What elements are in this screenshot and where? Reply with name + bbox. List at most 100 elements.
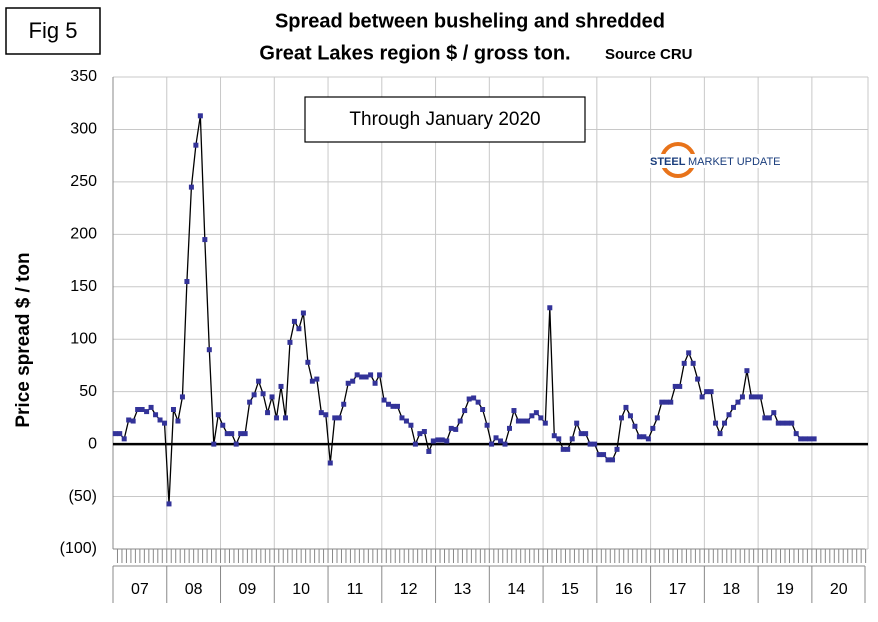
y-tick-label: 200	[70, 226, 97, 243]
point	[287, 339, 293, 345]
point	[162, 420, 168, 426]
point	[139, 406, 145, 412]
point	[444, 438, 450, 444]
point	[135, 406, 141, 412]
point	[780, 420, 786, 426]
point	[592, 441, 598, 447]
point	[291, 318, 297, 324]
point	[184, 279, 190, 285]
point	[341, 401, 347, 407]
point	[565, 446, 571, 452]
point	[744, 368, 750, 374]
point	[408, 422, 414, 428]
point	[345, 380, 351, 386]
point	[381, 397, 387, 403]
point	[220, 422, 226, 428]
point	[188, 184, 194, 190]
point	[668, 399, 674, 405]
point	[726, 412, 732, 418]
point	[605, 457, 611, 463]
point	[762, 415, 768, 421]
point	[730, 404, 736, 410]
point	[515, 418, 521, 424]
x-group-label: 08	[185, 581, 203, 598]
x-group-label: 12	[400, 581, 418, 598]
point	[457, 418, 463, 424]
point	[193, 142, 199, 148]
point	[269, 394, 275, 400]
y-tick-label: 350	[70, 68, 97, 85]
point	[130, 418, 136, 424]
point	[766, 415, 772, 421]
fig-label: Fig 5	[29, 18, 78, 43]
point	[350, 378, 356, 384]
point	[233, 441, 239, 447]
point	[430, 438, 436, 444]
point	[462, 408, 468, 414]
point	[354, 372, 360, 378]
point	[448, 425, 454, 431]
point	[601, 452, 607, 458]
point	[802, 436, 808, 442]
point	[506, 425, 512, 431]
point	[309, 378, 315, 384]
point	[807, 436, 813, 442]
point	[363, 374, 369, 380]
point	[704, 389, 710, 395]
point	[296, 326, 302, 332]
point	[274, 415, 280, 421]
point	[659, 399, 665, 405]
point	[493, 435, 499, 441]
point	[412, 441, 418, 447]
point	[632, 423, 638, 429]
point	[318, 410, 324, 416]
point	[484, 422, 490, 428]
point	[681, 360, 687, 366]
point	[386, 401, 392, 407]
point	[421, 429, 427, 435]
point	[153, 412, 159, 418]
point	[583, 431, 589, 437]
x-group-label: 14	[507, 581, 525, 598]
point	[538, 415, 544, 421]
fig-box	[5, 7, 101, 55]
point	[610, 457, 616, 463]
point	[278, 383, 284, 389]
x-group-label: 16	[615, 581, 633, 598]
point	[175, 418, 181, 424]
point	[112, 431, 118, 437]
y-tick-label: 250	[70, 173, 97, 190]
point	[511, 408, 517, 414]
point	[798, 436, 804, 442]
point	[260, 391, 266, 397]
x-group-label: 20	[830, 581, 848, 598]
point	[686, 350, 692, 356]
x-group-label: 18	[722, 581, 740, 598]
annotation: Through January 2020	[349, 109, 540, 130]
point	[614, 446, 620, 452]
point	[524, 418, 530, 424]
point	[439, 437, 445, 443]
point	[238, 431, 244, 437]
point	[708, 389, 714, 395]
y-tick-label: (100)	[60, 540, 97, 557]
point	[282, 415, 288, 421]
y-tick-label: 150	[70, 278, 97, 295]
point	[148, 404, 154, 410]
point	[502, 441, 508, 447]
point	[453, 426, 459, 432]
point	[748, 394, 754, 400]
point	[650, 425, 656, 431]
point	[623, 404, 629, 410]
point	[596, 452, 602, 458]
point	[206, 347, 212, 353]
point	[529, 413, 535, 419]
point	[699, 394, 705, 400]
point	[336, 415, 342, 421]
point	[753, 394, 759, 400]
point	[247, 399, 253, 405]
point	[672, 383, 678, 389]
point	[757, 394, 763, 400]
point	[323, 412, 329, 418]
